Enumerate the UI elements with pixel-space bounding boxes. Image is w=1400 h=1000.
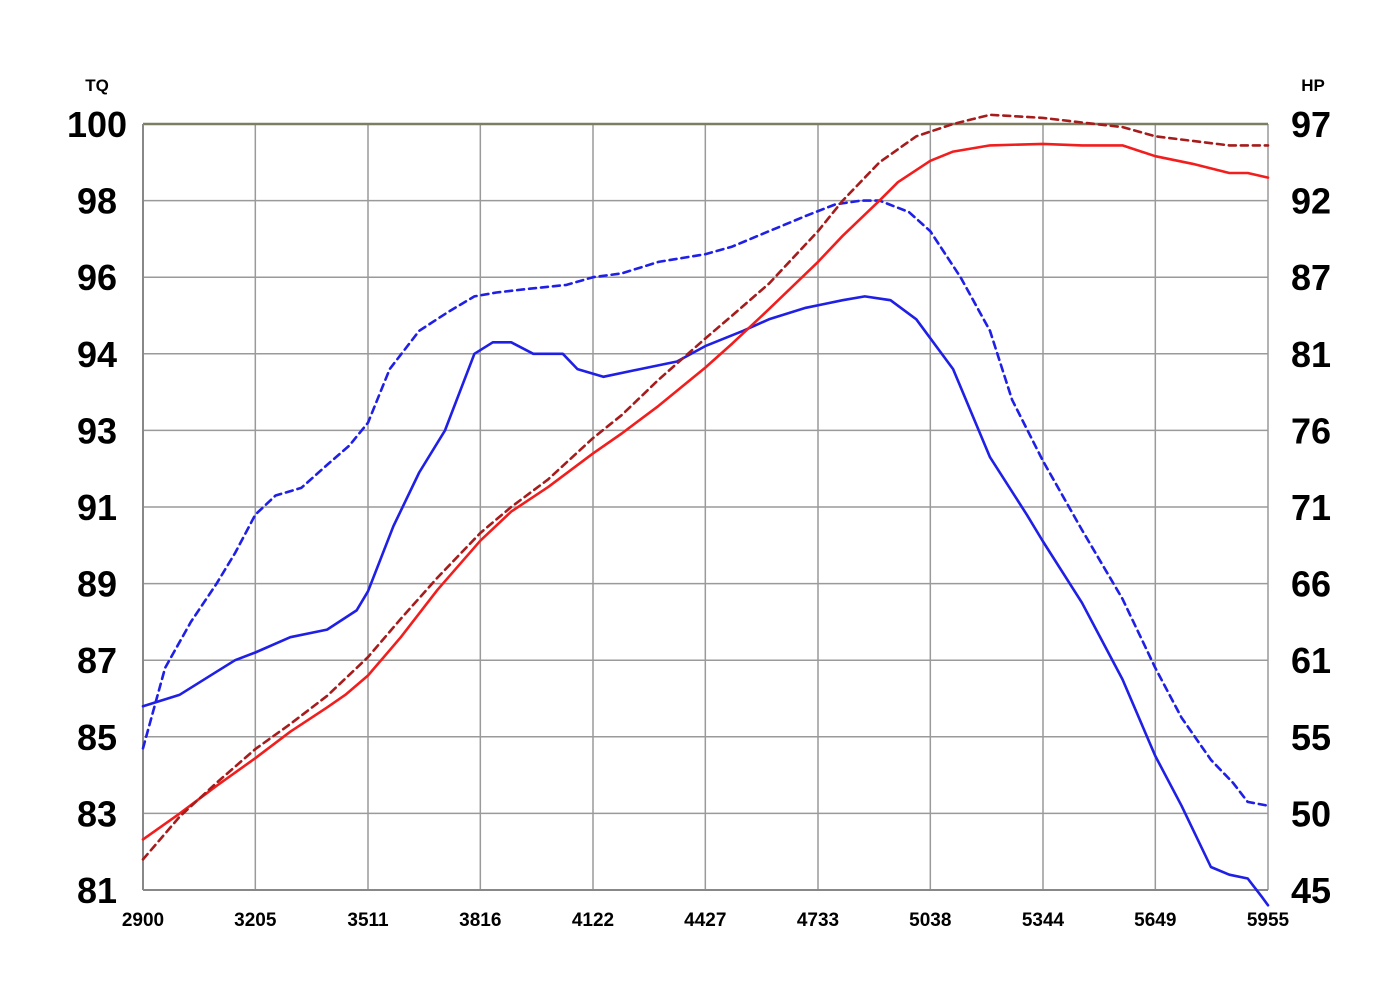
x-tick-label: 5955 bbox=[1247, 910, 1290, 931]
right-tick-label: 97 bbox=[1291, 104, 1331, 145]
right-tick-label: 76 bbox=[1291, 410, 1331, 451]
right-tick-label: 71 bbox=[1291, 487, 1331, 528]
x-tick-label: 4427 bbox=[684, 910, 726, 931]
right-tick-label: 92 bbox=[1291, 181, 1331, 222]
right-tick-label: 87 bbox=[1291, 257, 1331, 298]
left-tick-label: 85 bbox=[77, 717, 117, 758]
x-tick-label: 3816 bbox=[459, 910, 501, 931]
x-tick-label: 4733 bbox=[797, 910, 839, 931]
left-tick-label: 87 bbox=[77, 640, 117, 681]
right-tick-label: 45 bbox=[1291, 870, 1331, 911]
left-tick-label: 98 bbox=[77, 181, 117, 222]
series-line-blue-dashed bbox=[141, 199, 1270, 807]
series-group bbox=[141, 113, 1270, 907]
left-axis-label: TQ bbox=[85, 76, 109, 95]
x-tick-label: 3511 bbox=[347, 910, 389, 931]
x-tick-label: 5649 bbox=[1134, 910, 1176, 931]
left-tick-label: 96 bbox=[77, 257, 117, 298]
right-tick-label: 50 bbox=[1291, 793, 1331, 834]
series-line-red-solid bbox=[141, 142, 1270, 841]
left-tick-label: 91 bbox=[77, 487, 117, 528]
x-tick-label: 4122 bbox=[572, 910, 614, 931]
right-tick-label: 81 bbox=[1291, 334, 1331, 375]
left-tick-label: 94 bbox=[77, 334, 117, 375]
right-tick-label: 55 bbox=[1291, 717, 1331, 758]
x-tick-label: 2900 bbox=[122, 910, 164, 931]
left-tick-label: 100 bbox=[67, 104, 127, 145]
left-tick-label: 89 bbox=[77, 564, 117, 605]
right-tick-label: 61 bbox=[1291, 640, 1331, 681]
grid bbox=[142, 122, 1269, 891]
series-line-blue-solid bbox=[141, 295, 1270, 907]
left-tick-label: 81 bbox=[77, 870, 117, 911]
left-tick-label: 83 bbox=[77, 793, 117, 834]
left-tick-label: 93 bbox=[77, 410, 117, 451]
right-axis-label: HP bbox=[1301, 76, 1325, 95]
x-tick-label: 5038 bbox=[909, 910, 951, 931]
x-tick-label: 3205 bbox=[234, 910, 277, 931]
series-line-dark_red-dashed bbox=[141, 113, 1270, 861]
tick-labels: 81 83 85 87 89 91 93 94 96 98 100 45 50 55 61 66 71 76 81 8… bbox=[67, 104, 1331, 931]
right-tick-label: 66 bbox=[1291, 564, 1331, 605]
x-tick-label: 5344 bbox=[1022, 910, 1065, 931]
